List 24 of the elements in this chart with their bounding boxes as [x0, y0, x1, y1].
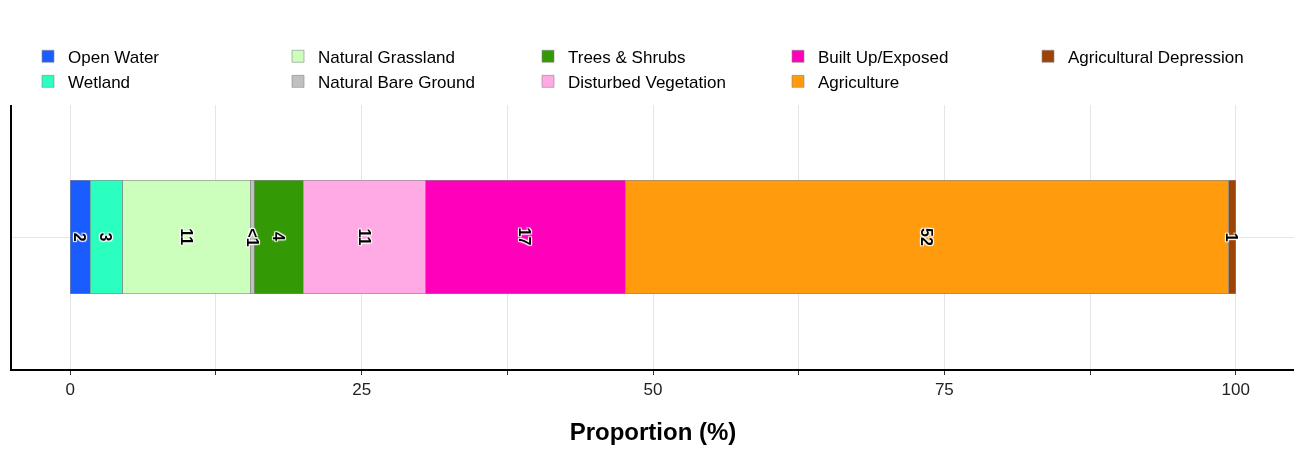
x-tick-label: 25 [352, 380, 372, 400]
data-label: 11 [355, 228, 373, 246]
data-label: 3 [97, 232, 115, 242]
x-tick-label: 0 [65, 380, 75, 400]
legend-label: Natural Grassland [318, 47, 456, 67]
data-label: 1 [1223, 232, 1241, 242]
legend-label: Disturbed Vegetation [568, 73, 726, 92]
data-label: 2 [71, 232, 89, 242]
data-label: 4 [269, 232, 287, 242]
legend-label: Built Up/Exposed [818, 47, 949, 67]
x-axis-title: Proportion (%) [569, 418, 737, 446]
x-tick-label: 100 [1221, 380, 1250, 400]
x-tick-label: 50 [643, 380, 663, 400]
data-label: 17 [516, 227, 534, 246]
legend-label: Natural Bare Ground [318, 73, 475, 92]
legend-label: Agricultural Depression [1068, 47, 1244, 67]
data-label: <1 [243, 228, 261, 247]
legend-label: Open Water [68, 47, 160, 67]
data-label: 52 [917, 228, 935, 247]
legend-label: Trees & Shrubs [568, 47, 686, 67]
legend-label: Wetland [68, 73, 131, 92]
data-label: 11 [177, 228, 195, 246]
legend-label: Agriculture [818, 73, 900, 92]
x-tick-label: 75 [934, 380, 954, 400]
